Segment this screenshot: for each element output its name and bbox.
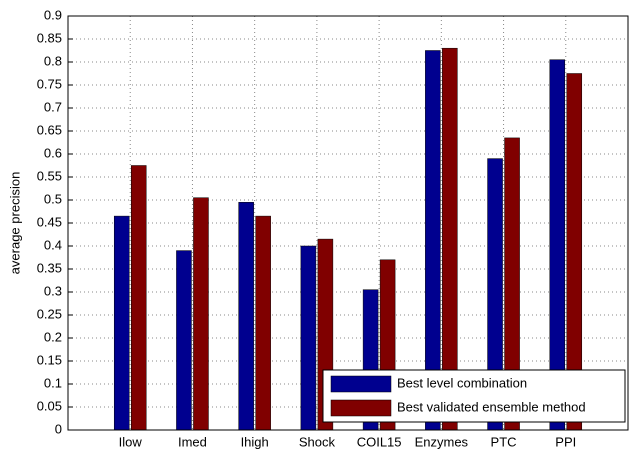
x-tick-label: PTC [491,434,517,449]
bar [176,250,192,431]
x-tick-label: Shock [299,434,336,449]
y-tick-label: 0.3 [44,283,62,298]
y-tick-label: 0.4 [44,237,62,252]
y-tick-label: 0.75 [37,76,62,91]
y-tick-label: 0.55 [37,168,62,183]
plot-frame [67,15,629,431]
y-tick-label: 0.85 [37,30,62,45]
y-tick-label: 0.45 [37,214,62,229]
y-tick-label: 0.1 [44,375,62,390]
y-tick-label: 0.2 [44,329,62,344]
y-tick-label: 0.15 [37,352,62,367]
x-tick-label: Ihigh [241,434,269,449]
bar [193,197,209,431]
legend-label: Best level combination [397,375,527,390]
bar [300,245,317,431]
bar [238,202,254,431]
legend-swatch [330,399,392,417]
x-tick-label: Enzymes [415,434,469,449]
y-tick-label: 0.65 [37,122,62,137]
y-tick-label: 0.5 [44,191,62,206]
y-tick-label: 0.7 [44,99,62,114]
y-tick-label: 0.9 [44,7,62,22]
y-tick-label: 0.6 [44,145,62,160]
x-tick-label: Ilow [119,434,143,449]
x-tick-label: Imed [178,434,207,449]
y-axis-label: average precision [7,172,22,275]
bar [113,215,130,431]
bar [130,165,147,431]
legend-label: Best validated ensemble method [397,399,586,414]
x-tick-label: PPI [555,434,576,449]
y-tick-label: 0.35 [37,260,62,275]
bar [255,215,271,431]
y-tick-label: 0.25 [37,306,62,321]
x-tick-label: COIL15 [357,434,402,449]
y-tick-label: 0.8 [44,53,62,68]
y-tick-label: 0 [55,421,62,436]
y-tick-label: 0.05 [37,398,62,413]
legend-swatch [330,375,392,393]
